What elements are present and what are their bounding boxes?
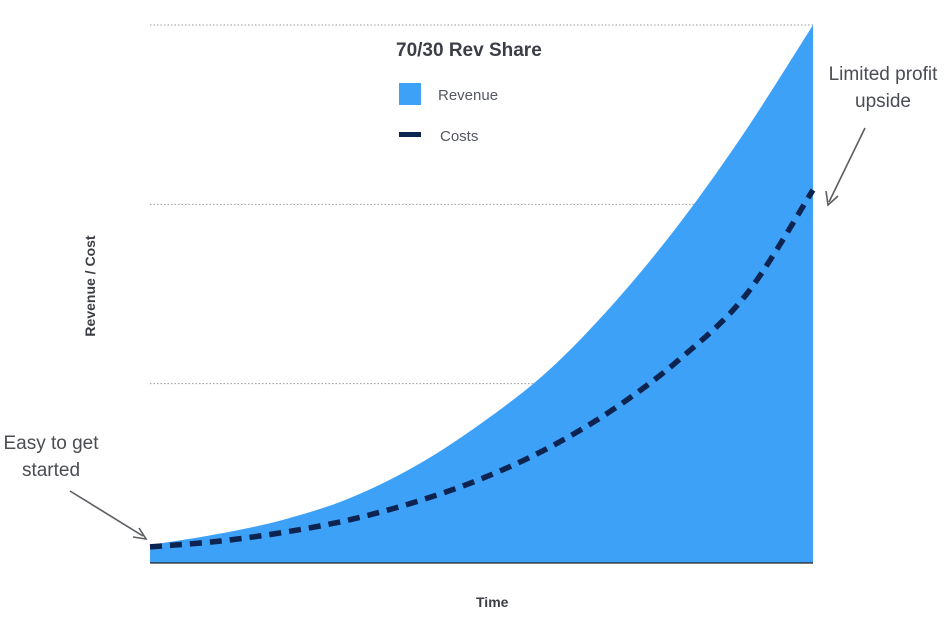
legend-label-revenue: Revenue: [438, 87, 498, 104]
legend-swatch-costs: [399, 132, 421, 137]
revenue-area: [150, 25, 813, 563]
legend-label-costs: Costs: [440, 128, 478, 145]
annotation-start-arrowhead: [132, 527, 148, 541]
legend-swatch-revenue: [399, 83, 421, 105]
x-axis-label: Time: [476, 594, 509, 610]
annotation-start-line2: started: [22, 460, 80, 481]
annotation-end-line2: upside: [855, 91, 911, 112]
costs-line: [149, 188, 816, 550]
annotation-end-line1: Limited profit: [829, 64, 938, 85]
annotation-end: Limited profit upside: [825, 64, 938, 207]
annotation-end-arrowhead: [825, 190, 839, 207]
chart-title: 70/30 Rev Share: [396, 40, 542, 61]
annotation-end-arrow: [828, 127, 866, 203]
legend: Revenue Costs: [399, 83, 498, 145]
annotation-start-arrow: [69, 490, 144, 537]
annotation-start: Easy to get started: [3, 433, 148, 541]
annotation-start-line1: Easy to get: [3, 433, 99, 454]
y-axis-label: Revenue / Cost: [82, 235, 98, 336]
